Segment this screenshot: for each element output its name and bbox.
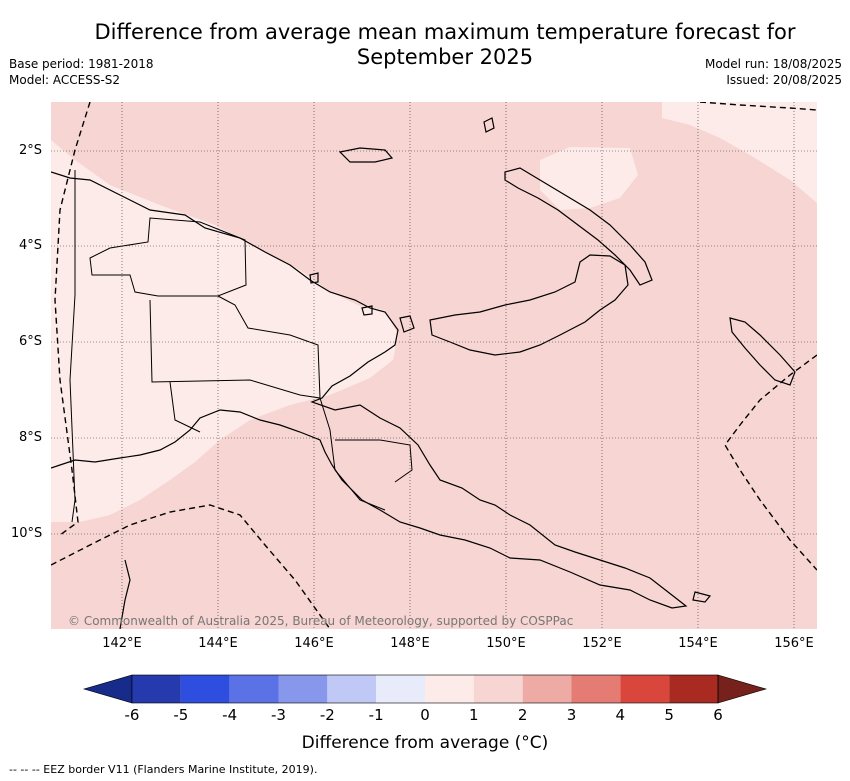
lon-label: 142°E <box>102 636 142 651</box>
meta-right: Model run: 18/08/2025 Issued: 20/08/2025 <box>705 56 842 88</box>
colorbar-swatch <box>571 675 621 703</box>
colorbar-tick-label: -6 <box>124 706 140 724</box>
colorbar-tick-label: 1 <box>469 706 479 724</box>
colorbar-tick-label: -4 <box>222 706 238 724</box>
bougainville-coast <box>729 317 796 386</box>
lon-label: 144°E <box>198 636 238 651</box>
colorbar-swatch <box>522 675 572 703</box>
title-line-2: September 2025 <box>356 45 534 69</box>
colorbar-tick-label: 0 <box>420 706 430 724</box>
lon-label: 150°E <box>486 636 526 651</box>
eez-borders <box>51 102 817 629</box>
model-text: Model: ACCESS-S2 <box>9 73 121 87</box>
colorbar-tick-label: -5 <box>173 706 189 724</box>
colorbar-tick-label: -3 <box>271 706 286 724</box>
small-island-4 <box>309 272 319 284</box>
coastlines <box>51 117 796 629</box>
colorbar-tick-label: -2 <box>319 706 335 724</box>
colorbar-tick-label: 2 <box>517 706 528 724</box>
lon-label: 154°E <box>678 636 718 651</box>
lat-label: 10°S <box>11 526 43 541</box>
lon-label: 156°E <box>774 636 814 651</box>
small-island-5 <box>692 591 712 603</box>
colorbar-tick-label: 5 <box>664 706 674 724</box>
base-period-text: Base period: 1981-2018 <box>9 57 154 71</box>
lon-label: 152°E <box>582 636 622 651</box>
copyright-text: © Commonwealth of Australia 2025, Bureau… <box>68 614 574 628</box>
lat-label: 8°S <box>19 430 43 445</box>
lat-label: 4°S <box>19 238 43 253</box>
colorbar-tick-label: 6 <box>713 706 723 724</box>
colorbar-border <box>131 674 719 704</box>
manus-island <box>338 147 394 163</box>
lon-label: 148°E <box>390 636 430 651</box>
lat-label: 6°S <box>19 334 43 349</box>
indonesia-png-border <box>69 170 76 523</box>
colorbar-swatch <box>669 675 718 703</box>
colorbar-tick-label: -1 <box>368 706 384 724</box>
small-island-1 <box>483 117 495 133</box>
graticule <box>51 102 817 629</box>
anomaly-region-0-to-1-west <box>51 140 398 522</box>
chart-title: Difference from average mean maximum tem… <box>60 20 830 70</box>
meta-left: Base period: 1981-2018 Model: ACCESS-S2 <box>9 56 154 88</box>
colorbar <box>82 674 768 704</box>
anomaly-region-0-to-1-northeast <box>662 102 817 203</box>
small-island-2 <box>399 315 415 333</box>
colorbar-swatch <box>132 675 181 703</box>
lat-label: 2°S <box>19 143 43 158</box>
colorbar-swatch <box>229 675 279 703</box>
colorbar-swatch <box>327 675 377 703</box>
model-run-text: Model run: 18/08/2025 <box>704 57 842 71</box>
province-border-1 <box>89 217 247 297</box>
colorbar-swatch <box>425 675 474 703</box>
colorbar-swatch <box>620 675 670 703</box>
new-britain-coast <box>429 254 629 356</box>
lon-label: 146°E <box>294 636 334 651</box>
colorbar-tick-label: 3 <box>566 706 577 724</box>
colorbar-tick-label: 4 <box>615 706 626 724</box>
eez-footnote: -- -- -- EEZ border V11 (Flanders Marine… <box>9 763 318 776</box>
province-border-2 <box>149 295 321 399</box>
colorbar-swatch <box>278 675 328 703</box>
title-line-1: Difference from average mean maximum tem… <box>94 20 796 44</box>
colorbar-swatch <box>376 675 425 703</box>
colorbar-title: Difference from average (°C) <box>301 733 549 753</box>
province-border-4 <box>319 397 386 511</box>
small-island-3 <box>361 305 373 316</box>
colorbar-under-arrow <box>82 674 133 704</box>
new-guinea-coast <box>51 171 688 609</box>
issued-text: Issued: 20/08/2025 <box>726 73 842 87</box>
colorbar-over-arrow <box>717 674 768 704</box>
new-ireland-coast <box>504 167 653 286</box>
colorbar-swatch <box>473 675 523 703</box>
province-border-3 <box>169 381 201 433</box>
cape-york-coast <box>119 559 131 629</box>
colorbar-swatch <box>180 675 230 703</box>
